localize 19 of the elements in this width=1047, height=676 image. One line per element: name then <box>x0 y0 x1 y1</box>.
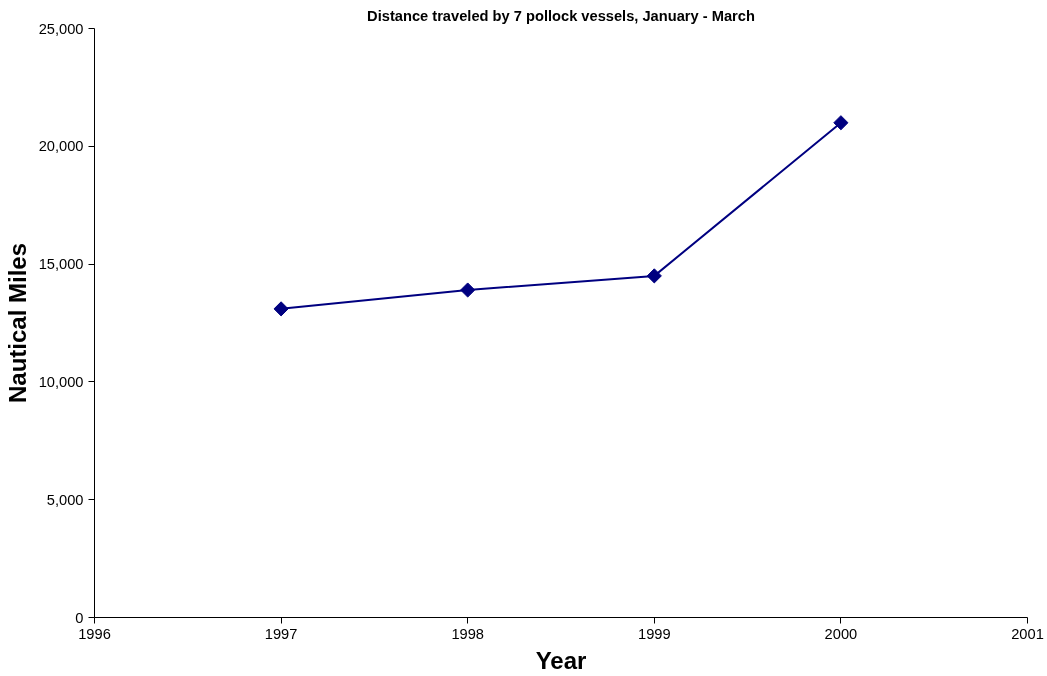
y-tick-label: 15,000 <box>38 256 84 273</box>
chart-title: Distance traveled by 7 pollock vessels, January - March <box>367 7 755 24</box>
x-tick-label: 2000 <box>824 625 858 642</box>
y-tick-label: 0 <box>75 609 84 626</box>
x-tick-label: 1999 <box>638 625 671 642</box>
point <box>646 268 662 284</box>
y-tick-label: 10,000 <box>38 373 84 390</box>
y-tick-label: 5,000 <box>46 491 84 508</box>
y-tick-label: 25,000 <box>38 20 84 37</box>
point <box>273 301 289 317</box>
x-tick-label: 1996 <box>78 625 111 642</box>
x-axis-title: Year <box>535 646 587 674</box>
y-tick-label: 20,000 <box>38 138 84 155</box>
x-tick-label: 2001 <box>1011 625 1044 642</box>
x-tick-label: 1998 <box>451 625 485 642</box>
point <box>833 115 849 131</box>
point <box>460 282 476 298</box>
y-axis-title: Nautical Miles <box>3 242 31 404</box>
x-tick-label: 1997 <box>264 625 298 642</box>
